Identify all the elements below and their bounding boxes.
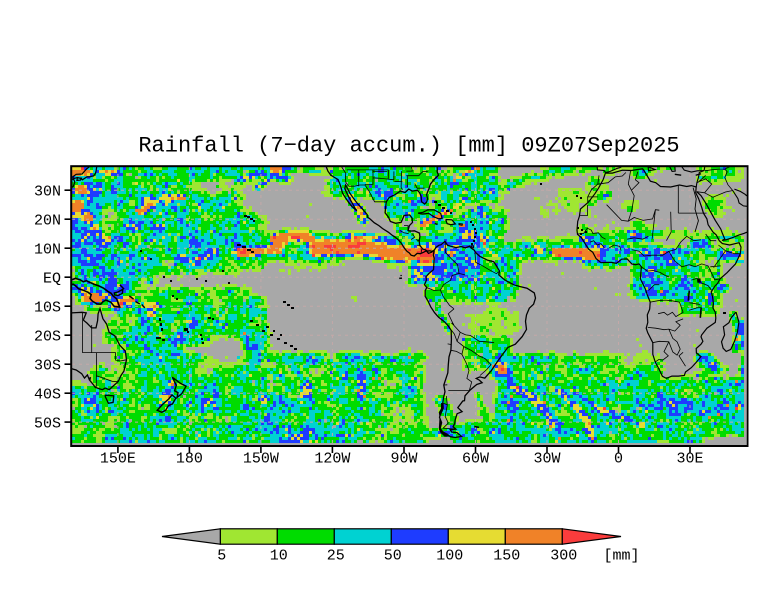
svg-text:30S: 30S xyxy=(34,358,61,375)
svg-text:0: 0 xyxy=(614,451,623,468)
svg-text:5: 5 xyxy=(217,547,226,564)
svg-text:100: 100 xyxy=(436,547,463,564)
svg-text:10N: 10N xyxy=(34,242,61,259)
svg-text:EQ: EQ xyxy=(43,271,61,288)
svg-text:50: 50 xyxy=(384,547,402,564)
svg-text:300: 300 xyxy=(550,547,577,564)
svg-text:40S: 40S xyxy=(34,387,61,404)
svg-text:90W: 90W xyxy=(390,451,417,468)
svg-text:180: 180 xyxy=(176,451,203,468)
svg-text:[mm]: [mm] xyxy=(603,547,639,564)
svg-text:30E: 30E xyxy=(676,451,703,468)
svg-text:120W: 120W xyxy=(314,451,350,468)
svg-text:25: 25 xyxy=(327,547,345,564)
svg-text:150: 150 xyxy=(493,547,520,564)
svg-text:60W: 60W xyxy=(462,451,489,468)
svg-text:50S: 50S xyxy=(34,415,61,432)
svg-text:30W: 30W xyxy=(533,451,560,468)
svg-text:10S: 10S xyxy=(34,300,61,317)
svg-text:20S: 20S xyxy=(34,329,61,346)
svg-text:150E: 150E xyxy=(100,451,136,468)
svg-text:150W: 150W xyxy=(243,451,279,468)
svg-text:20N: 20N xyxy=(34,213,61,230)
svg-text:30N: 30N xyxy=(34,184,61,201)
svg-text:Rainfall (7−day accum.) [mm] 0: Rainfall (7−day accum.) [mm] 09Z07Sep202… xyxy=(138,134,679,159)
svg-text:10: 10 xyxy=(270,547,288,564)
